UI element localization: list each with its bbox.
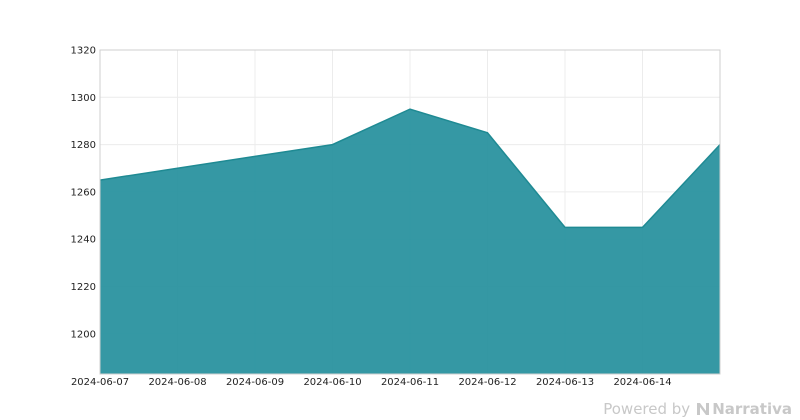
x-tick-label: 2024-06-12 bbox=[458, 377, 516, 388]
data-point bbox=[176, 167, 179, 170]
x-tick-label: 2024-06-11 bbox=[381, 377, 439, 388]
narrativa-logo-icon bbox=[697, 403, 710, 415]
area-line bbox=[99, 108, 721, 229]
data-point bbox=[409, 108, 412, 111]
watermark-brand: Narrativa bbox=[712, 400, 792, 418]
data-point bbox=[254, 155, 257, 158]
x-tick-label: 2024-06-14 bbox=[613, 377, 671, 388]
plot-frame bbox=[99, 49, 721, 375]
y-tick-label: 1240 bbox=[71, 235, 96, 246]
watermark-prefix: Powered by bbox=[603, 400, 691, 418]
data-point bbox=[641, 226, 644, 229]
data-point bbox=[564, 226, 567, 229]
y-tick-label: 1260 bbox=[71, 187, 96, 198]
x-tick-label: 2024-06-07 bbox=[71, 377, 129, 388]
area-fill bbox=[100, 109, 720, 374]
data-point bbox=[331, 143, 334, 146]
x-axis-ticks: 2024-06-07 2024-06-08 2024-06-09 2024-06-10… bbox=[71, 377, 672, 388]
narrativa-logo: Narrativa bbox=[696, 400, 792, 418]
y-tick-label: 1300 bbox=[71, 93, 96, 104]
x-tick-label: 2024-06-13 bbox=[536, 377, 594, 388]
area-series bbox=[99, 108, 721, 374]
y-tick-label: 1220 bbox=[71, 282, 96, 293]
x-tick-label: 2024-06-08 bbox=[148, 377, 206, 388]
y-tick-label: 1200 bbox=[71, 329, 96, 340]
y-tick-label: 1320 bbox=[71, 46, 96, 57]
y-axis-ticks: 1200 1220 1240 1260 1280 1300 1320 bbox=[71, 46, 96, 341]
x-tick-label: 2024-06-10 bbox=[303, 377, 361, 388]
y-tick-label: 1280 bbox=[71, 140, 96, 151]
x-tick-label: 2024-06-09 bbox=[226, 377, 284, 388]
data-point bbox=[486, 131, 489, 134]
powered-by-watermark: Powered by Narrativa bbox=[603, 400, 792, 418]
